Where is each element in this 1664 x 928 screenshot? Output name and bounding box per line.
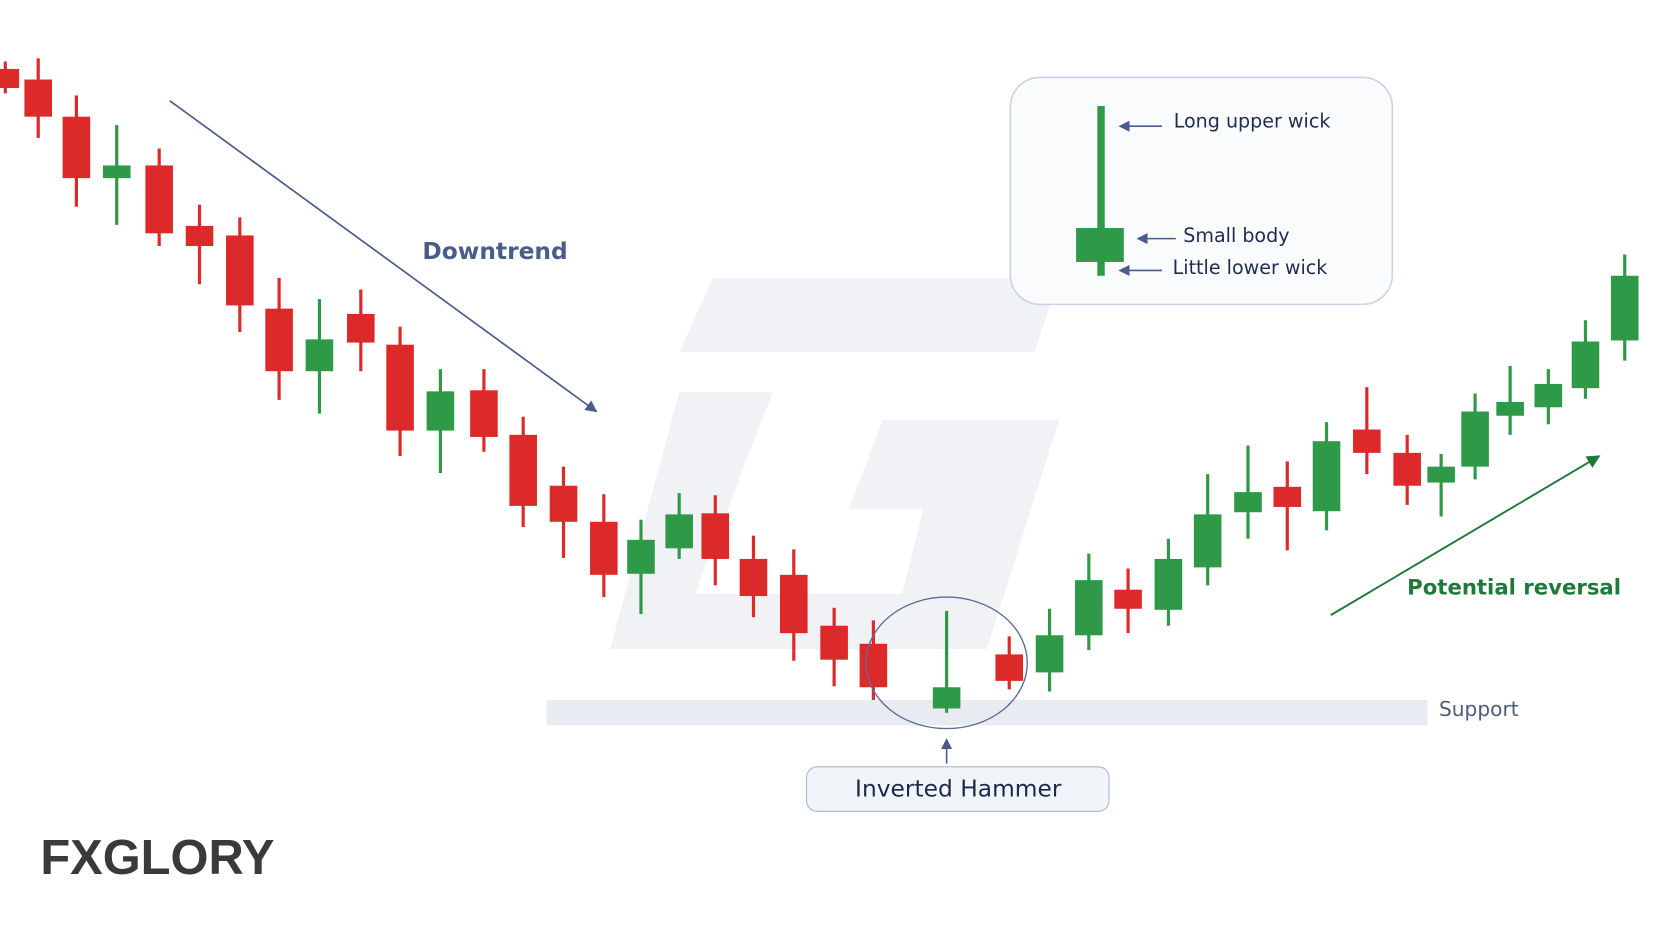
candle-body (1273, 486, 1302, 507)
candle-body (1496, 401, 1524, 416)
candle (509, 416, 537, 528)
candle (185, 204, 214, 285)
inset-box (1009, 76, 1394, 306)
candle (820, 607, 848, 687)
candle (932, 610, 961, 713)
candle (590, 494, 618, 598)
candle-body (590, 521, 618, 575)
candle (859, 620, 888, 700)
candle (1534, 369, 1563, 425)
candle-body (995, 654, 1024, 681)
candle-body (1234, 492, 1262, 513)
candle-body (185, 225, 214, 247)
pattern-box (806, 766, 1110, 812)
candle (549, 466, 578, 558)
candle (1610, 254, 1639, 361)
candle-body (226, 235, 254, 306)
candle-body (305, 339, 334, 372)
candle-body (932, 687, 961, 709)
candle (1353, 387, 1381, 475)
candle (780, 549, 808, 661)
candle (62, 95, 91, 207)
candle-body (62, 116, 91, 179)
candle (347, 289, 375, 372)
candle-body (739, 558, 768, 597)
candle (24, 58, 52, 138)
candle-body (265, 308, 293, 372)
candle (1427, 453, 1455, 517)
candle-body (386, 344, 414, 431)
candle (701, 495, 730, 586)
candle-body (665, 514, 693, 549)
candle (1193, 474, 1222, 586)
candle (1114, 568, 1142, 634)
trend-arrow (169, 100, 598, 413)
inset-label: Long upper wick (1174, 109, 1331, 132)
support-label: Support (1439, 697, 1519, 721)
candle (1312, 422, 1341, 531)
candle-body (1075, 580, 1103, 636)
candle-body (1312, 441, 1341, 512)
candle-body (1610, 275, 1639, 341)
reversal-label: Potential reversal (1407, 576, 1621, 601)
inset-label: Little lower wick (1173, 256, 1328, 279)
candle-body (1534, 383, 1563, 408)
candle-body (509, 434, 537, 506)
trend-label: Downtrend (422, 237, 567, 265)
candle (1496, 365, 1524, 435)
candle (386, 326, 414, 457)
candle (1035, 608, 1064, 692)
candle-body (24, 79, 52, 117)
candle (995, 636, 1024, 690)
candle (145, 148, 173, 247)
candle-body (1393, 452, 1421, 486)
candle (1154, 538, 1183, 626)
candle (1461, 393, 1489, 480)
candle-body (1114, 589, 1142, 609)
candle-body (0, 68, 20, 89)
reversal-arrow (1330, 455, 1601, 616)
candle (426, 369, 455, 474)
candle (1234, 445, 1262, 539)
brand-logo: FXGLORY (40, 831, 274, 885)
candle-body (1035, 635, 1064, 673)
candle-body (820, 625, 848, 660)
candle-body (859, 643, 888, 688)
candle (1571, 320, 1600, 399)
watermark (610, 277, 1060, 650)
candle (305, 299, 334, 414)
candle-body (780, 574, 808, 634)
candle (470, 369, 498, 452)
candle (0, 61, 20, 94)
candle-body (1353, 429, 1381, 453)
candle-body (701, 513, 730, 559)
candle (1075, 553, 1103, 651)
support-band (546, 699, 1428, 726)
candle-body (102, 165, 131, 179)
inset-label: Small body (1183, 224, 1289, 247)
candle (102, 125, 131, 225)
pattern-label: Inverted Hammer (855, 775, 1062, 803)
candle-body (627, 539, 655, 574)
candle-body (470, 390, 498, 437)
candle (665, 493, 693, 559)
candle-body (1461, 411, 1489, 467)
candle-body (1154, 558, 1183, 610)
candle (226, 217, 254, 332)
candle (1393, 434, 1421, 505)
candle (1273, 461, 1302, 551)
candle-body (1571, 341, 1600, 389)
candle (265, 277, 293, 400)
candle (627, 519, 655, 615)
candle (739, 535, 768, 618)
candle-body (1427, 466, 1455, 483)
candle-body (1193, 514, 1222, 568)
candle-body (347, 313, 375, 343)
candle-body (426, 391, 455, 431)
candle-body (145, 165, 173, 234)
pattern-circle (865, 596, 1028, 730)
candle-body (549, 485, 578, 522)
